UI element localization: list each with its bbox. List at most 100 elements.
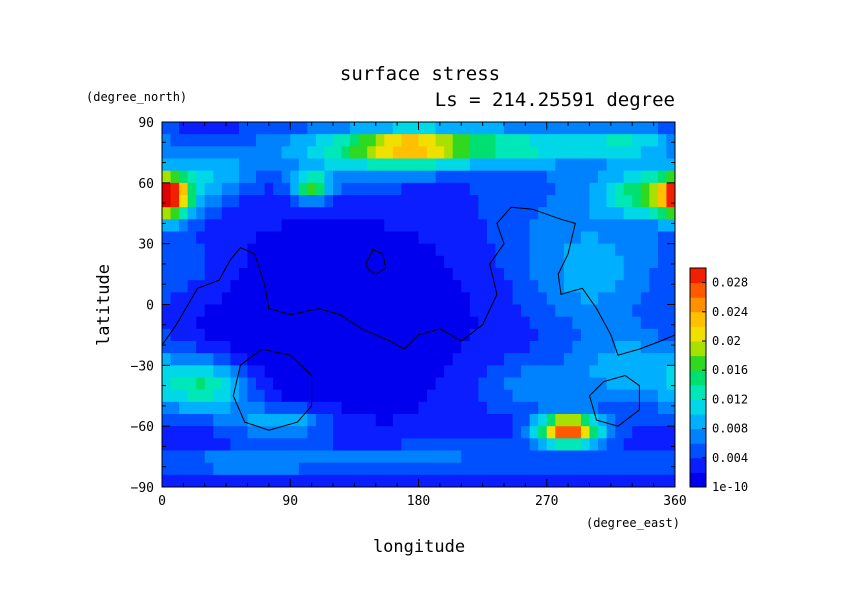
heatmap-cell xyxy=(495,328,505,342)
heatmap-cell xyxy=(555,122,565,135)
heatmap-cell xyxy=(512,219,522,233)
heatmap-cell xyxy=(204,292,214,306)
heatmap-cell xyxy=(290,401,300,415)
heatmap-cell xyxy=(580,207,591,220)
heatmap-cell xyxy=(606,389,616,403)
heatmap-cell xyxy=(546,122,556,135)
heatmap-cell xyxy=(486,426,497,439)
heatmap-cell xyxy=(529,438,539,452)
heatmap-cell xyxy=(444,268,454,281)
heatmap-cell xyxy=(273,231,283,245)
heatmap-cell xyxy=(580,255,591,269)
heatmap-cell xyxy=(264,426,274,439)
heatmap-cell xyxy=(187,146,197,160)
heatmap-cell xyxy=(504,304,514,318)
heatmap-cell xyxy=(247,182,257,196)
heatmap-cell xyxy=(657,255,668,269)
heatmap-cell xyxy=(392,158,402,172)
heatmap-cell xyxy=(418,341,428,354)
heatmap-cell xyxy=(187,122,197,135)
heatmap-cell xyxy=(444,170,454,184)
heatmap-cell xyxy=(640,462,650,476)
heatmap-cell xyxy=(238,195,249,208)
heatmap-cell xyxy=(615,414,625,427)
heatmap-cell xyxy=(179,377,189,391)
heatmap-cell xyxy=(444,280,454,293)
heatmap-cell xyxy=(204,353,214,366)
heatmap-cell xyxy=(392,304,402,318)
heatmap-cell xyxy=(555,134,565,147)
heatmap-cell xyxy=(384,450,394,464)
heatmap-cell xyxy=(281,231,291,245)
heatmap-cell xyxy=(563,304,573,318)
heatmap-cell xyxy=(606,122,616,135)
heatmap-cell xyxy=(290,195,300,208)
heatmap-cell xyxy=(623,122,633,135)
heatmap-cell xyxy=(384,341,394,354)
heatmap-cell xyxy=(247,438,257,452)
heatmap-cell xyxy=(469,426,479,439)
heatmap-cell xyxy=(290,316,300,330)
heatmap-cell xyxy=(375,170,385,184)
heatmap-cell xyxy=(452,377,462,391)
heatmap-cell xyxy=(538,268,548,281)
heatmap-cell xyxy=(221,207,231,220)
heatmap-cell xyxy=(452,243,462,257)
heatmap-cell xyxy=(179,255,189,269)
heatmap-cell xyxy=(649,182,659,196)
heatmap-cell xyxy=(315,304,326,318)
heatmap-cell xyxy=(632,158,642,172)
heatmap-cell xyxy=(444,414,454,427)
heatmap-cell xyxy=(375,207,385,220)
heatmap-cell xyxy=(350,414,360,427)
heatmap-cell xyxy=(563,158,573,172)
heatmap-cell xyxy=(273,195,283,208)
heatmap-cell xyxy=(504,414,514,427)
heatmap-cell xyxy=(315,401,326,415)
heatmap-cell xyxy=(375,389,385,403)
heatmap-cell xyxy=(247,195,257,208)
heatmap-cell xyxy=(572,170,582,184)
heatmap-cell xyxy=(546,231,556,245)
heatmap-cell xyxy=(204,280,214,293)
heatmap-cell xyxy=(384,207,394,220)
heatmap-cell xyxy=(324,401,334,415)
heatmap-cell xyxy=(615,365,625,379)
heatmap-cell xyxy=(238,353,249,366)
heatmap-cell xyxy=(486,365,497,379)
heatmap-cell xyxy=(521,195,531,208)
heatmap-cell xyxy=(623,353,633,366)
heatmap-cell xyxy=(512,389,522,403)
heatmap-cell xyxy=(666,328,675,342)
heatmap-cell xyxy=(478,170,488,184)
heatmap-cell xyxy=(375,219,385,233)
heatmap-cell xyxy=(546,353,556,366)
heatmap-cell xyxy=(666,182,675,196)
heatmap-cell xyxy=(375,462,385,476)
heatmap-cell xyxy=(512,231,522,245)
heatmap-cell xyxy=(298,158,308,172)
heatmap-cell xyxy=(333,450,343,464)
heatmap-cell xyxy=(632,195,642,208)
heatmap-cell xyxy=(247,304,257,318)
heatmap-cell xyxy=(170,219,180,233)
heatmap-cell xyxy=(409,450,420,464)
heatmap-cell xyxy=(401,255,411,269)
heatmap-cell xyxy=(358,195,368,208)
heatmap-cell xyxy=(521,389,531,403)
heatmap-cell xyxy=(452,450,462,464)
heatmap-cell xyxy=(341,462,351,476)
heatmap-cell xyxy=(657,365,668,379)
heatmap-cell xyxy=(213,316,223,330)
heatmap-cell xyxy=(333,207,343,220)
heatmap-cell xyxy=(324,182,334,196)
heatmap-cell xyxy=(230,122,240,135)
heatmap-cell xyxy=(281,316,291,330)
heatmap-cell xyxy=(418,243,428,257)
heatmap-cell xyxy=(555,401,565,415)
heatmap-cell xyxy=(375,182,385,196)
heatmap-cell xyxy=(333,146,343,160)
heatmap-cell xyxy=(367,438,377,452)
heatmap-cell xyxy=(409,462,420,476)
heatmap-cell xyxy=(598,255,608,269)
